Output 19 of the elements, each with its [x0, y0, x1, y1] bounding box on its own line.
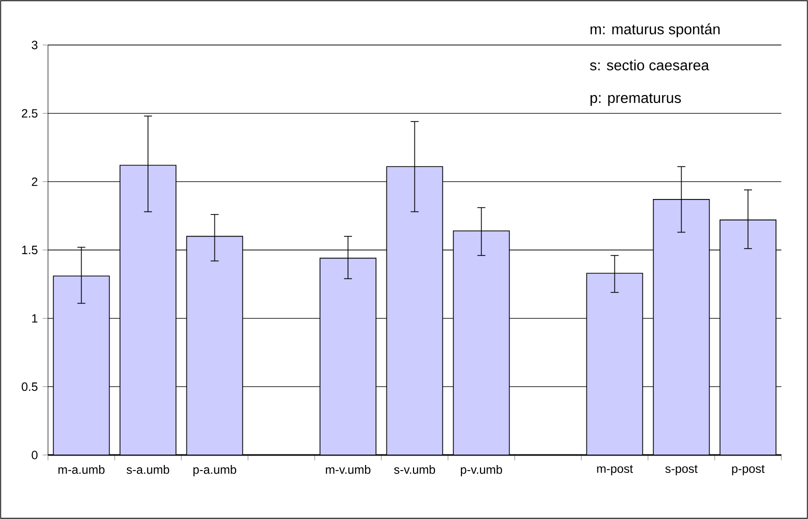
y-tick-label: 2.5: [22, 109, 38, 118]
x-tick-label: p-post: [732, 465, 765, 476]
y-tick-label: 1.5: [22, 246, 38, 254]
x-tick-label: m-a.umb: [58, 465, 104, 474]
x-tick-label: m-v.umb: [326, 465, 370, 474]
x-tick-label: s-post: [665, 465, 698, 476]
y-tick-label: 2: [32, 177, 38, 186]
x-tick-label: p-a.umb: [193, 465, 236, 476]
y-tick-label: 1: [32, 314, 38, 322]
text: m: maturus spontán: [590, 23, 720, 38]
x-tick-label: p-v.umb: [460, 465, 502, 476]
x-tick-label: m-post: [597, 465, 633, 476]
y-tick-label: 0: [32, 450, 38, 460]
x-tick-label: s-a.umb: [126, 465, 170, 474]
y-tick-label: 3: [32, 40, 38, 50]
annotation: s: sectio caesarea: [590, 60, 710, 70]
y-tick-label: 0.5: [22, 382, 38, 391]
annotation: p: prematurus: [590, 93, 681, 106]
x-tick-label: s-v.umb: [394, 465, 436, 474]
